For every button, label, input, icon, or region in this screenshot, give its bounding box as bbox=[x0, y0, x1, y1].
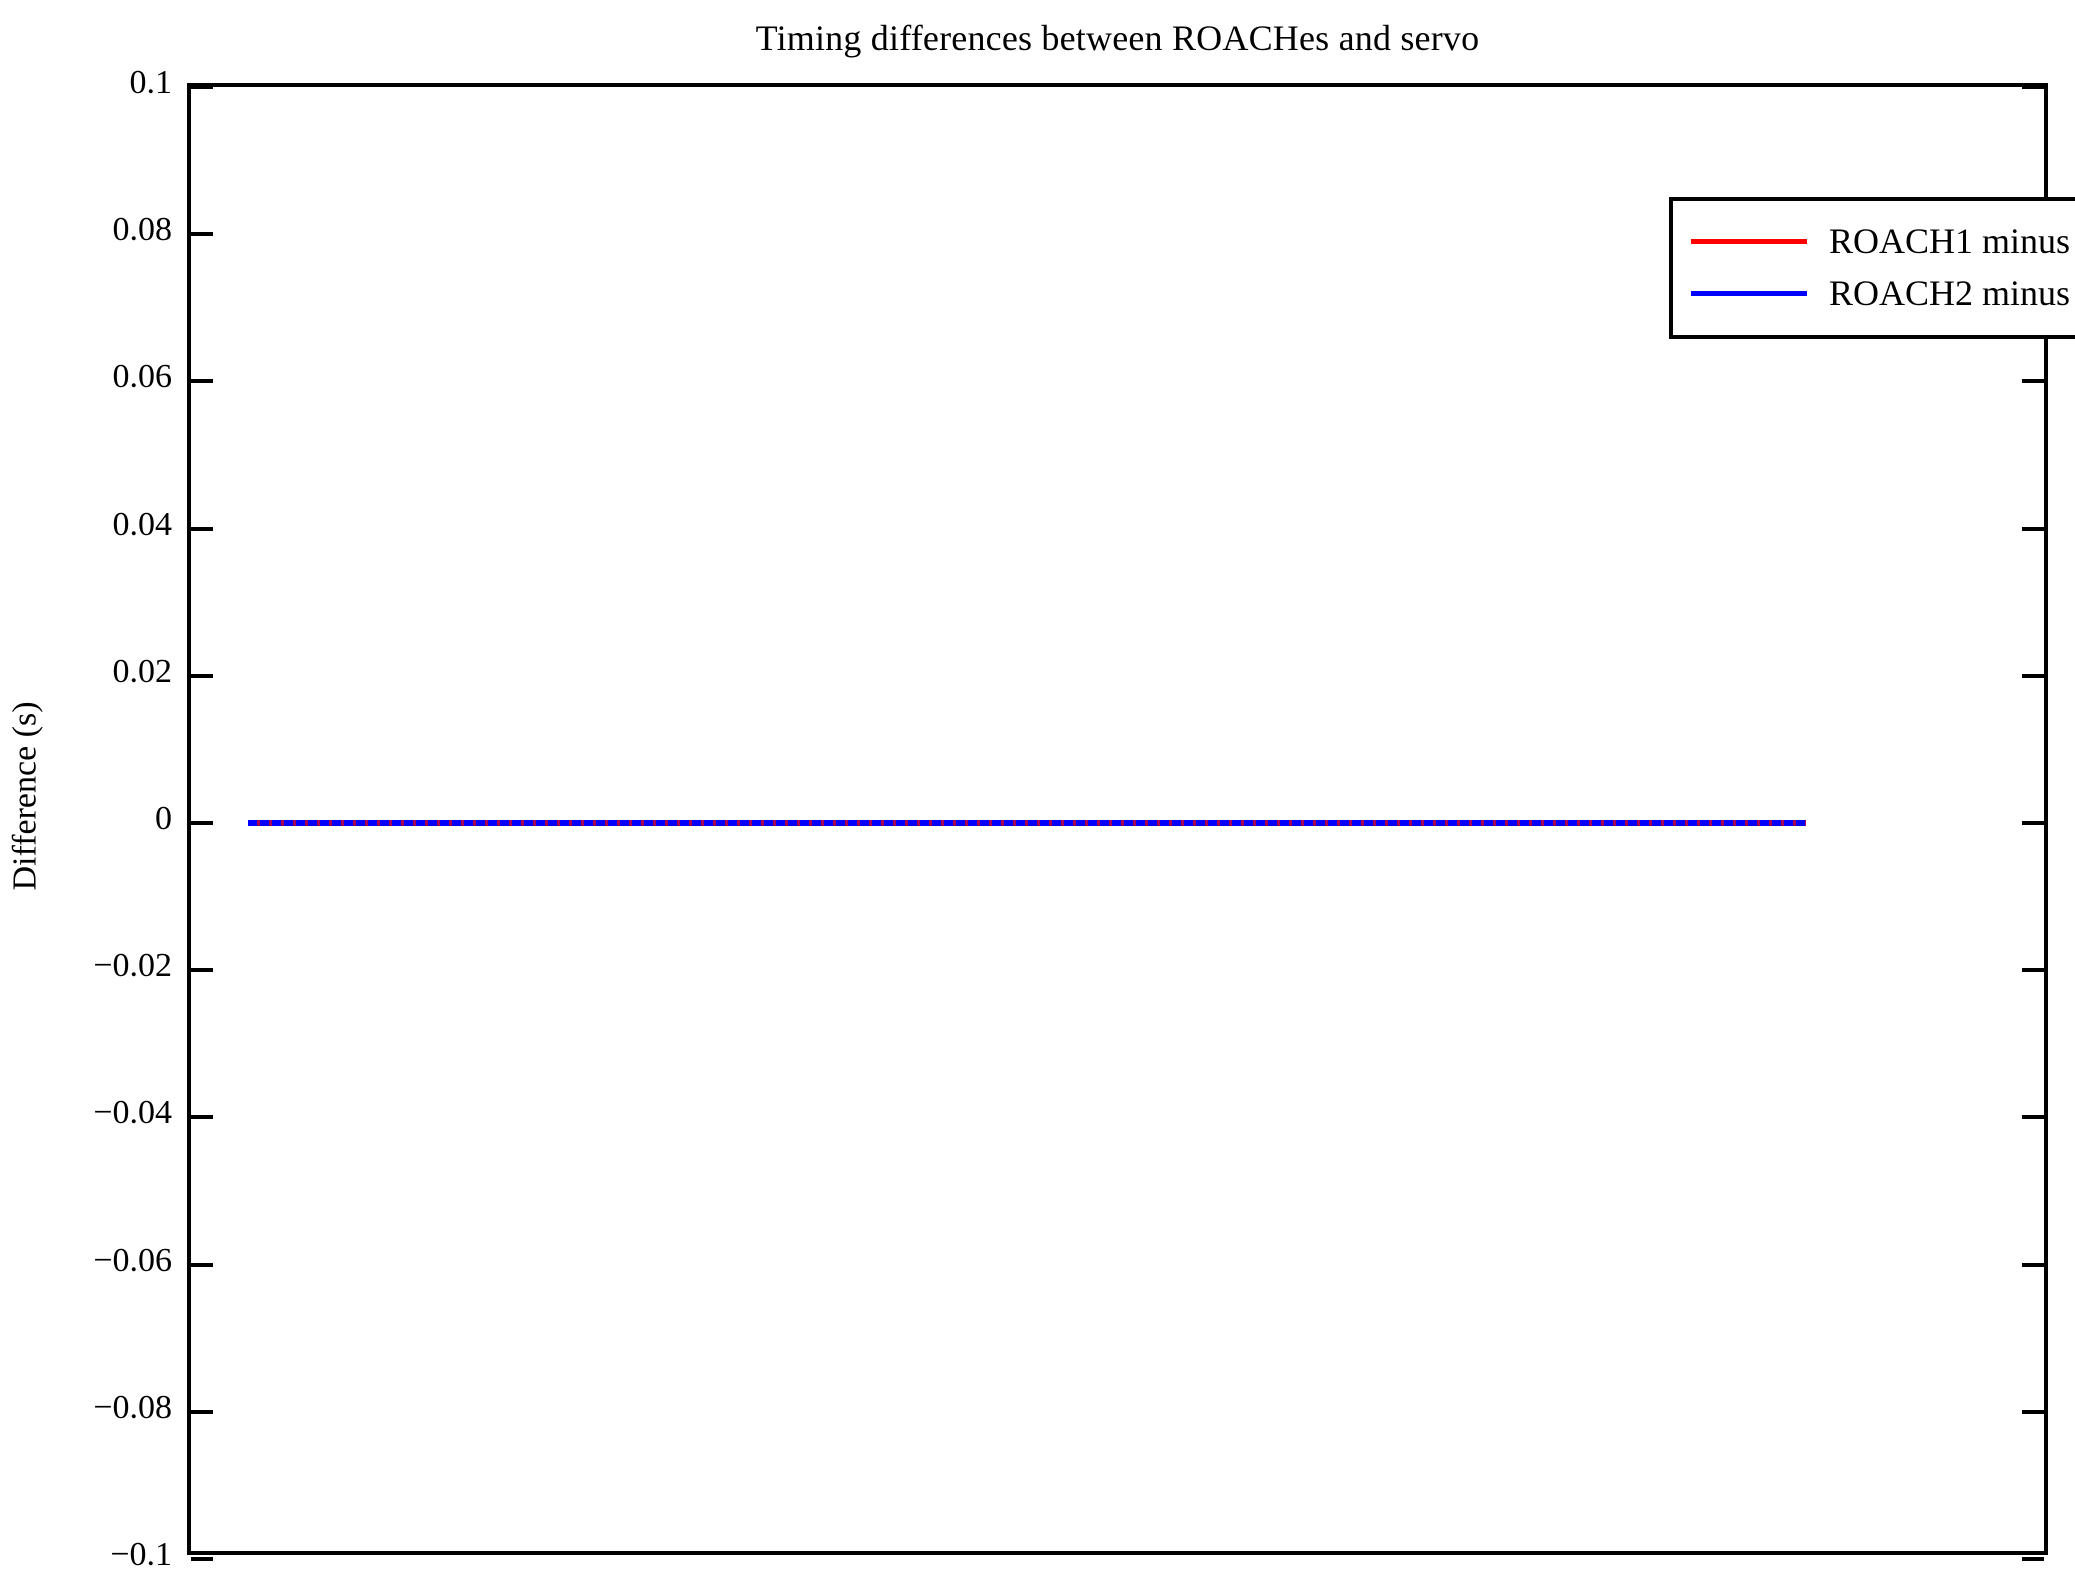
y-axis-tick-mark-right bbox=[2022, 526, 2044, 531]
y-axis-tick-mark-left bbox=[191, 85, 213, 89]
legend-swatch-roach2-icon bbox=[1691, 290, 1807, 296]
legend-entry-roach1: ROACH1 minus servo bbox=[1691, 215, 2075, 267]
legend-label-roach2: ROACH2 minus servo bbox=[1829, 273, 2075, 313]
y-axis-tick-mark-left bbox=[191, 526, 213, 531]
y-axis-tick-mark-right bbox=[2022, 85, 2044, 89]
legend-swatch-roach1-icon bbox=[1691, 238, 1807, 244]
y-axis-tick-mark-left bbox=[191, 232, 213, 237]
y-axis-tick-mark-right bbox=[2022, 1115, 2044, 1120]
y-axis-tick-label: 0.04 bbox=[112, 505, 173, 543]
y-axis-tick-label: −0.02 bbox=[93, 947, 172, 985]
y-axis-tick-label: 0.06 bbox=[112, 358, 173, 396]
y-axis-tick-mark-right bbox=[2022, 1557, 2044, 1561]
y-axis-tick-mark-left bbox=[191, 1409, 213, 1414]
y-axis-tick-mark-right bbox=[2022, 1409, 2044, 1414]
series-line-roach2-minus-servo bbox=[247, 820, 1806, 826]
chart-title: Timing differences between ROACHes and s… bbox=[755, 18, 1480, 58]
y-axis-tick-label: −0.06 bbox=[93, 1241, 172, 1279]
y-axis-tick-label: 0.02 bbox=[112, 652, 173, 690]
y-axis-tick-mark-right bbox=[2022, 1262, 2044, 1267]
y-axis-tick-label: 0 bbox=[155, 800, 172, 837]
legend: ROACH1 minus servo ROACH2 minus servo bbox=[1669, 197, 2075, 339]
y-axis-tick-mark-left bbox=[191, 1557, 213, 1561]
y-axis-tick-mark-right bbox=[2022, 821, 2044, 825]
y-axis-tick-labels: 0.1 0.08 0.06 0.04 0.02 0 −0.02 −0.04 −0.06 −0.08… bbox=[0, 0, 172, 1592]
y-axis-tick-label: −0.1 bbox=[110, 1536, 172, 1573]
y-axis-tick-mark-right bbox=[2022, 968, 2044, 973]
y-axis-tick-mark-right bbox=[2022, 379, 2044, 384]
y-axis-tick-mark-left bbox=[191, 379, 213, 384]
y-axis-tick-label: −0.04 bbox=[93, 1094, 172, 1132]
y-axis-tick-label: −0.08 bbox=[93, 1388, 172, 1426]
y-axis-tick-mark-left bbox=[191, 821, 213, 825]
y-axis-tick-mark-left bbox=[191, 1115, 213, 1120]
y-axis-tick-mark-right bbox=[2022, 673, 2044, 678]
y-axis-tick-label: 0.1 bbox=[129, 64, 173, 101]
y-axis-tick-label: 0.08 bbox=[112, 211, 173, 249]
legend-entry-roach2: ROACH2 minus servo bbox=[1691, 267, 2075, 319]
y-axis-tick-mark-left bbox=[191, 673, 213, 678]
y-axis-tick-mark-left bbox=[191, 1262, 213, 1267]
legend-label-roach1: ROACH1 minus servo bbox=[1829, 221, 2075, 261]
plot-area: ROACH1 minus servo ROACH2 minus servo bbox=[187, 83, 2075, 1561]
y-axis-tick-mark-left bbox=[191, 968, 213, 973]
